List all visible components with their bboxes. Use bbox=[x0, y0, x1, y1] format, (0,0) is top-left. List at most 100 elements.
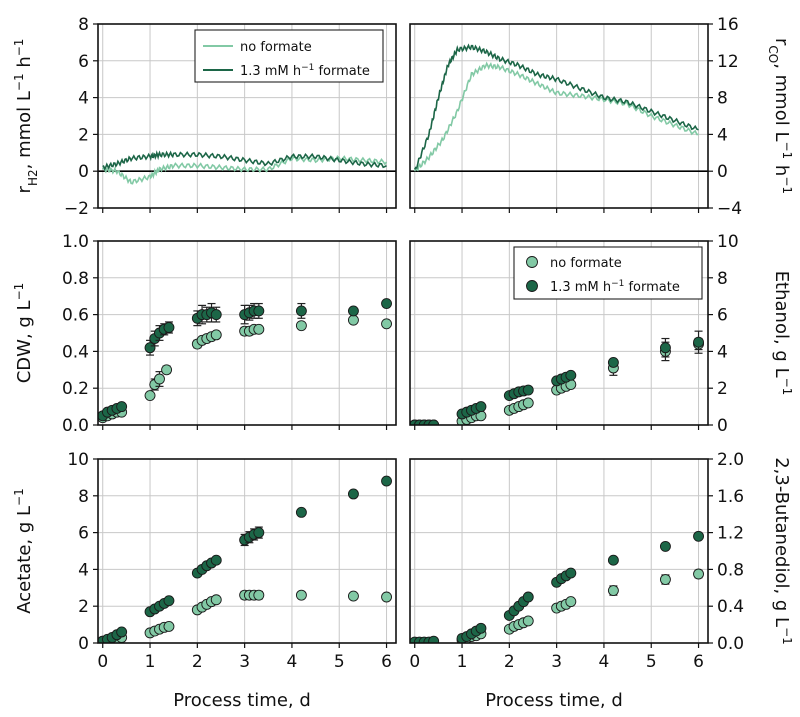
y-tick-label: 1.2 bbox=[717, 524, 744, 544]
y-tick-label: 10 bbox=[717, 232, 739, 252]
data-point bbox=[295, 506, 307, 518]
series-line bbox=[414, 43, 699, 170]
panel-ethanol: 0 2 4 6 8 10 Ethanol, g L−1 no formate 1.3 mM h−… bbox=[409, 232, 794, 436]
data-point bbox=[475, 622, 487, 634]
legend-label: no formate bbox=[550, 256, 622, 271]
series-no-formate bbox=[413, 61, 699, 172]
x-tick-label: 1 bbox=[145, 652, 156, 672]
panel-acetate: 0 2 4 6 8 10 0 1 2 3 4 5 6 Acetate, g L−1 bbox=[12, 450, 397, 672]
data-point bbox=[607, 554, 619, 566]
y-tick-label: 0 bbox=[717, 416, 728, 436]
x-tick-label: 5 bbox=[646, 652, 657, 672]
plot-frame bbox=[97, 240, 397, 426]
data-point bbox=[116, 401, 128, 413]
series-no-formate bbox=[98, 314, 392, 424]
data-point bbox=[210, 329, 222, 341]
y-axis-label: rCO, mmol L−1 h−1 bbox=[766, 38, 794, 194]
y-tick-label: 6 bbox=[78, 52, 89, 72]
y-tick-label: 0.2 bbox=[62, 379, 89, 399]
x-tick-label: 3 bbox=[551, 652, 562, 672]
x-tick-label: 0 bbox=[97, 652, 108, 672]
legend-box bbox=[513, 246, 703, 300]
y-tick-label: 2 bbox=[78, 597, 89, 617]
data-point bbox=[347, 305, 359, 317]
data-point bbox=[347, 590, 359, 602]
y-tick-label: 4 bbox=[717, 342, 728, 362]
data-point bbox=[693, 568, 704, 580]
xaxis-label-right: Process time, d bbox=[485, 690, 623, 711]
data-point bbox=[381, 591, 392, 603]
legend-label: no formate bbox=[240, 40, 312, 55]
legend-swatch-formate bbox=[526, 280, 538, 292]
data-point bbox=[381, 318, 392, 330]
data-point bbox=[522, 615, 534, 627]
data-point bbox=[607, 356, 619, 368]
data-point bbox=[659, 540, 671, 552]
data-point bbox=[163, 322, 175, 333]
y-tick-label: 0.0 bbox=[62, 416, 89, 436]
y-tick-label: 0 bbox=[78, 162, 89, 182]
data-point bbox=[522, 384, 534, 396]
x-tick-label: 4 bbox=[599, 652, 610, 672]
data-point bbox=[154, 373, 165, 385]
plot-frame bbox=[97, 23, 397, 209]
x-tick-label: 0 bbox=[409, 652, 420, 672]
y-axis-label: rH2, mmol L−1 h−1 bbox=[12, 39, 40, 194]
panel-cdw: 0.0 0.2 0.4 0.6 0.8 1.0 CDW, g L−1 bbox=[12, 232, 397, 436]
y-tick-label: 2 bbox=[78, 125, 89, 145]
panel-rh2: −2 0 2 4 6 8 rH2, mmol L−1 h−1 no formate 1.3 mM… bbox=[12, 15, 397, 219]
y-tick-label: 0.6 bbox=[62, 306, 89, 326]
data-point bbox=[253, 323, 265, 335]
series-formate bbox=[98, 298, 392, 422]
data-point bbox=[475, 401, 487, 413]
y-tick-label: 6 bbox=[717, 306, 728, 326]
data-point bbox=[659, 574, 671, 585]
plot-frame bbox=[409, 240, 709, 426]
x-tick-label: 3 bbox=[239, 652, 250, 672]
series-line bbox=[102, 150, 387, 172]
x-tick-label: 6 bbox=[693, 652, 704, 672]
y-tick-label: 6 bbox=[78, 524, 89, 544]
data-point bbox=[565, 596, 577, 608]
y-tick-label: 0.0 bbox=[717, 634, 744, 654]
data-point bbox=[347, 314, 359, 326]
data-point bbox=[659, 342, 671, 354]
data-point bbox=[210, 309, 222, 321]
y-tick-label: 0 bbox=[717, 162, 728, 182]
data-point bbox=[210, 594, 222, 606]
y-axis-label: CDW, g L−1 bbox=[12, 283, 35, 384]
y-tick-label: 1.6 bbox=[717, 487, 744, 507]
data-point bbox=[693, 530, 704, 542]
y-tick-label: 2 bbox=[717, 379, 728, 399]
x-tick-label: 5 bbox=[334, 652, 345, 672]
data-point bbox=[522, 397, 534, 409]
series-formate bbox=[410, 330, 704, 425]
data-point bbox=[116, 626, 128, 638]
y-tick-label: 0.4 bbox=[717, 597, 744, 617]
data-point bbox=[693, 336, 704, 348]
legend-label: 1.3 mM h−1 formate bbox=[550, 279, 680, 295]
data-point bbox=[295, 320, 307, 332]
x-tick-label: 1 bbox=[457, 652, 468, 672]
panel-rco: −4 0 4 8 12 16 rCO, mmol L−1 h−1 bbox=[409, 15, 794, 219]
data-point bbox=[253, 589, 265, 601]
series-formate bbox=[410, 530, 704, 643]
data-point bbox=[607, 585, 619, 597]
y-tick-label: 10 bbox=[67, 450, 89, 470]
y-tick-label: 8 bbox=[717, 269, 728, 289]
y-axis-label: Acetate, g L−1 bbox=[12, 488, 35, 614]
series-formate bbox=[102, 150, 387, 172]
y-tick-label: 8 bbox=[78, 15, 89, 35]
y-tick-label: 0.4 bbox=[62, 342, 89, 362]
y-tick-label: 16 bbox=[717, 15, 739, 35]
y-tick-label: 1.0 bbox=[62, 232, 89, 252]
y-tick-label: 0.8 bbox=[717, 560, 744, 580]
y-tick-label: 2.0 bbox=[717, 450, 744, 470]
legend-swatch-no-formate bbox=[526, 256, 538, 268]
data-point bbox=[381, 298, 392, 310]
data-point bbox=[144, 390, 156, 402]
data-point bbox=[428, 419, 440, 425]
legend-box bbox=[194, 29, 384, 83]
y-tick-label: 8 bbox=[717, 89, 728, 109]
plot-frame bbox=[409, 23, 709, 209]
